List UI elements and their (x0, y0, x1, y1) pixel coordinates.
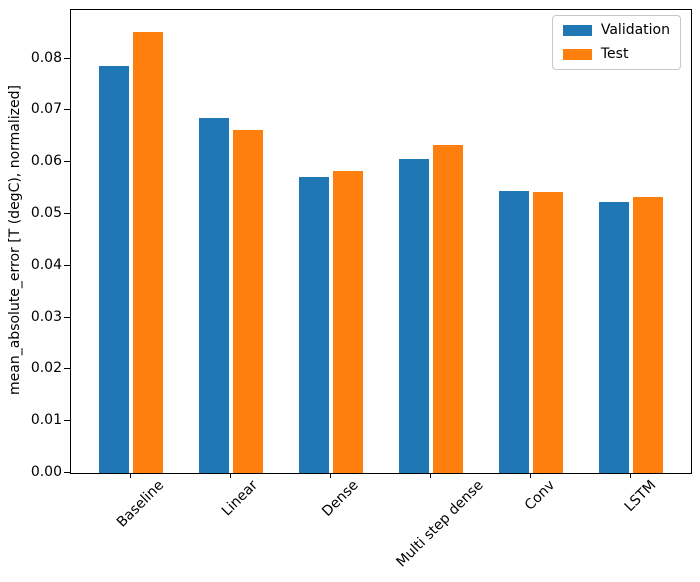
y-tick-mark (64, 420, 70, 422)
legend-label: Test (600, 46, 629, 62)
x-tick-label-lstm: LSTM (621, 477, 660, 516)
y-tick-label: 0.03 (30, 308, 62, 325)
y-tick-mark (64, 213, 70, 215)
x-tick-label-linear: Linear (218, 477, 261, 520)
y-tick-label: 0.08 (30, 49, 62, 66)
plot-area: Validation Test (70, 9, 692, 474)
bar-test-dense (333, 171, 363, 473)
bar-test-multi-step-dense (433, 145, 463, 473)
bar-validation-baseline (99, 66, 129, 473)
x-tick-label-dense: Dense (319, 477, 362, 520)
y-tick-mark (64, 161, 70, 163)
y-tick-label: 0.00 (30, 464, 62, 480)
bar-validation-lstm (599, 201, 629, 473)
bars-layer (71, 10, 691, 473)
y-tick-mark (64, 264, 70, 266)
legend-swatch-icon (562, 49, 592, 60)
x-tick-mark (430, 473, 431, 478)
bar-test-lstm (633, 196, 663, 473)
bar-test-baseline (133, 31, 163, 473)
y-tick-label: 0.04 (30, 256, 62, 273)
x-tick-mark (630, 473, 631, 478)
y-axis-label: mean_absolute_error [T (degC), normalize… (7, 85, 23, 395)
bar-test-conv (533, 191, 563, 473)
bar-validation-multi-step-dense (399, 159, 429, 473)
bar-validation-conv (499, 190, 529, 473)
y-tick-mark (64, 368, 70, 370)
x-tick-label-multi-step-dense: Multi step dense (393, 477, 487, 571)
legend: Validation Test (551, 15, 681, 70)
y-tick-mark (64, 57, 70, 59)
bar-test-linear (233, 129, 263, 473)
y-tick-mark (64, 109, 70, 111)
legend-item-test: Test (562, 46, 670, 62)
bar-validation-dense (299, 176, 329, 473)
y-tick-label: 0.01 (30, 412, 62, 429)
y-tick-label: 0.02 (30, 360, 62, 377)
legend-item-validation: Validation (562, 22, 670, 38)
x-tick-mark (130, 473, 131, 478)
legend-swatch-icon (562, 25, 592, 36)
x-tick-mark (230, 473, 231, 478)
x-tick-mark (530, 473, 531, 478)
legend-label: Validation (600, 22, 670, 38)
x-tick-mark (330, 473, 331, 478)
y-tick-label: 0.05 (30, 205, 62, 222)
y-tick-label: 0.06 (30, 153, 62, 170)
bar-validation-linear (199, 117, 229, 473)
y-tick-label: 0.07 (30, 101, 62, 118)
y-tick-mark (64, 316, 70, 318)
x-tick-label-conv: Conv (521, 477, 559, 514)
x-tick-label-baseline: Baseline (113, 477, 168, 531)
y-tick-mark (64, 472, 70, 473)
